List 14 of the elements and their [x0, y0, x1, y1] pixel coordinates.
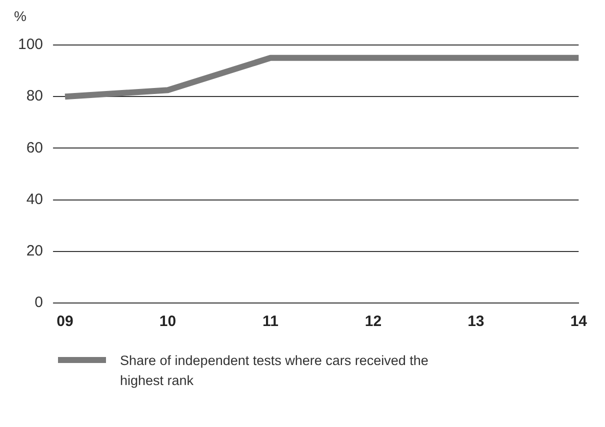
x-tick-label: 13 — [468, 313, 484, 330]
y-tick-label: 40 — [26, 190, 44, 208]
y-tick-label: 20 — [26, 242, 44, 260]
y-tick-label: 80 — [26, 88, 44, 105]
x-tick-label: 09 — [56, 313, 74, 330]
y-tick-label: 60 — [26, 139, 44, 156]
y-tick-label: 100 — [18, 36, 44, 54]
x-tick-label: 10 — [159, 313, 176, 330]
x-tick-label: 12 — [364, 313, 382, 330]
y-tick-label: 0 — [34, 294, 44, 312]
x-tick-label: 14 — [570, 313, 588, 330]
legend-label: Share of independent tests where cars received the highest rank — [120, 352, 430, 390]
y-axis-title: % — [14, 8, 28, 26]
x-tick-label: 11 — [262, 313, 278, 330]
